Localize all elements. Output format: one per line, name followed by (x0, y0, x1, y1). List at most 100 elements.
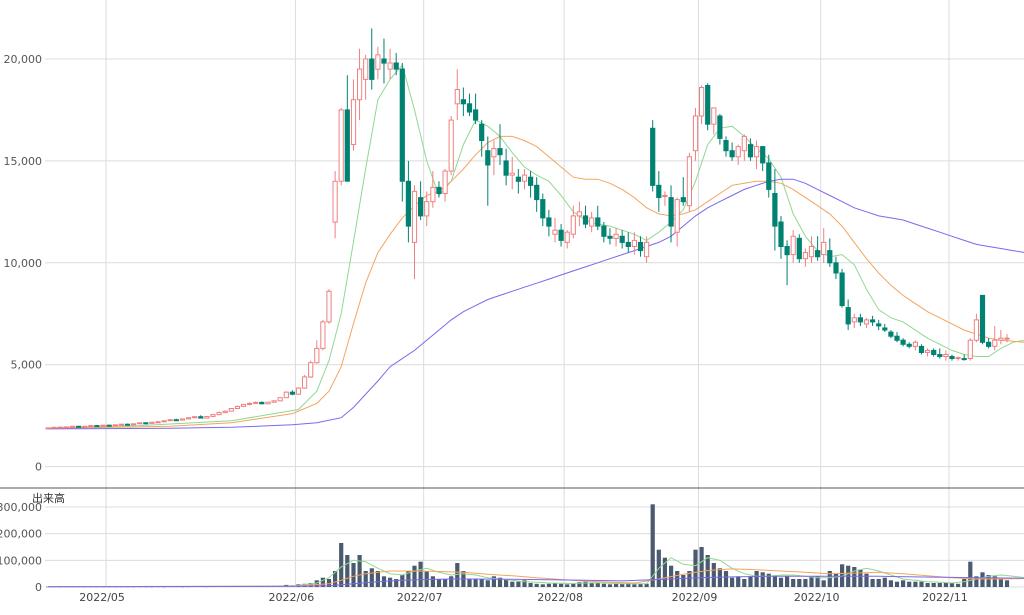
candle-down (760, 146, 766, 164)
volume-bar (400, 575, 405, 587)
volume-bar (907, 581, 912, 587)
volume-bar (430, 576, 435, 587)
candle-up (283, 391, 289, 399)
candle-down (540, 199, 546, 219)
candle-up (686, 156, 692, 207)
candle-down (106, 424, 112, 427)
candle-up (802, 252, 808, 260)
candle-up (88, 425, 94, 428)
candle-down (796, 237, 802, 260)
candle-down (344, 109, 350, 182)
candle-up (167, 419, 173, 422)
volume-bar (882, 577, 887, 587)
volume-bar (540, 584, 545, 587)
candle-down (876, 323, 882, 327)
candle-up (216, 412, 222, 416)
candle-down (418, 197, 424, 217)
candle-up (967, 339, 973, 360)
volume-bar (497, 577, 503, 587)
volume-bar (901, 580, 906, 587)
volume-bar (491, 576, 496, 587)
ma-short-line (48, 64, 1024, 429)
candle-down (961, 358, 967, 361)
candle-down (405, 180, 411, 227)
candle-up (943, 354, 949, 357)
candle-down (772, 193, 778, 227)
candle-up (45, 427, 51, 430)
ma-long-line (48, 178, 1024, 430)
candle-down (381, 58, 387, 64)
candle-up (491, 148, 497, 158)
candle-down (747, 144, 754, 158)
candle-up (350, 99, 357, 145)
candle-up (576, 211, 582, 217)
volume-bar (968, 561, 973, 587)
candle-down (479, 123, 485, 141)
volume-ma-long-line (48, 575, 1024, 588)
volume-bar (919, 581, 924, 587)
candle-up (112, 424, 118, 427)
volume-bar (760, 572, 765, 587)
candle-down (900, 339, 906, 345)
volume-bar (858, 569, 863, 587)
volume-bar (791, 579, 796, 587)
candle-down (906, 343, 912, 347)
candle-down (979, 294, 986, 343)
volume-bar (736, 576, 741, 587)
candle-down (528, 176, 534, 186)
candle-down (198, 416, 204, 419)
candle-up (1004, 337, 1010, 340)
x-tick-label: 2022/06 (269, 591, 315, 604)
volume-bar (375, 571, 380, 587)
candle-up (155, 421, 161, 424)
volume-bar (443, 579, 448, 587)
volume-bar (974, 576, 979, 587)
volume-bar (577, 582, 582, 587)
candle-down (76, 425, 82, 428)
volume-bar (614, 583, 619, 587)
volume-average-lines (48, 557, 1024, 588)
candle-up (357, 68, 363, 101)
volume-bar (809, 576, 814, 587)
candle-down (625, 241, 631, 247)
volume-bar (504, 579, 509, 587)
volume-bar (473, 579, 478, 587)
volume-bar (1004, 580, 1010, 587)
volume-bar (528, 583, 533, 587)
candle-up (363, 58, 369, 80)
volume-bar (754, 571, 759, 587)
candle-up (442, 170, 448, 195)
volume-bar (827, 571, 832, 587)
candle-down (723, 140, 729, 152)
candle-up (118, 423, 125, 426)
candle-down (870, 319, 876, 323)
candle-down (931, 349, 937, 355)
volume-bar (888, 580, 893, 587)
volume-bar (962, 579, 967, 587)
candle-down (845, 307, 851, 325)
volume-bar (357, 555, 362, 587)
candle-down (436, 186, 442, 194)
candle-up (741, 135, 747, 152)
candle-up (552, 229, 558, 235)
volume-bar (748, 576, 753, 587)
volume-bar (479, 579, 484, 587)
candle-down (619, 235, 625, 243)
candle-up (320, 321, 326, 349)
candle-up (295, 387, 302, 395)
volume-bar (522, 580, 527, 587)
candle-up (521, 174, 528, 182)
candle-down (766, 162, 772, 190)
candle-up (430, 186, 436, 203)
candle-down (124, 423, 131, 426)
volume-bar (339, 543, 344, 587)
candle-down (497, 148, 503, 156)
candle-down (833, 262, 839, 274)
price-tick-label: 10,000 (4, 257, 43, 270)
x-tick-label: 2022/10 (794, 591, 840, 604)
candle-up (375, 54, 381, 70)
candle-down (894, 335, 900, 341)
volume-bar (351, 563, 356, 587)
volume-bar (314, 580, 319, 587)
